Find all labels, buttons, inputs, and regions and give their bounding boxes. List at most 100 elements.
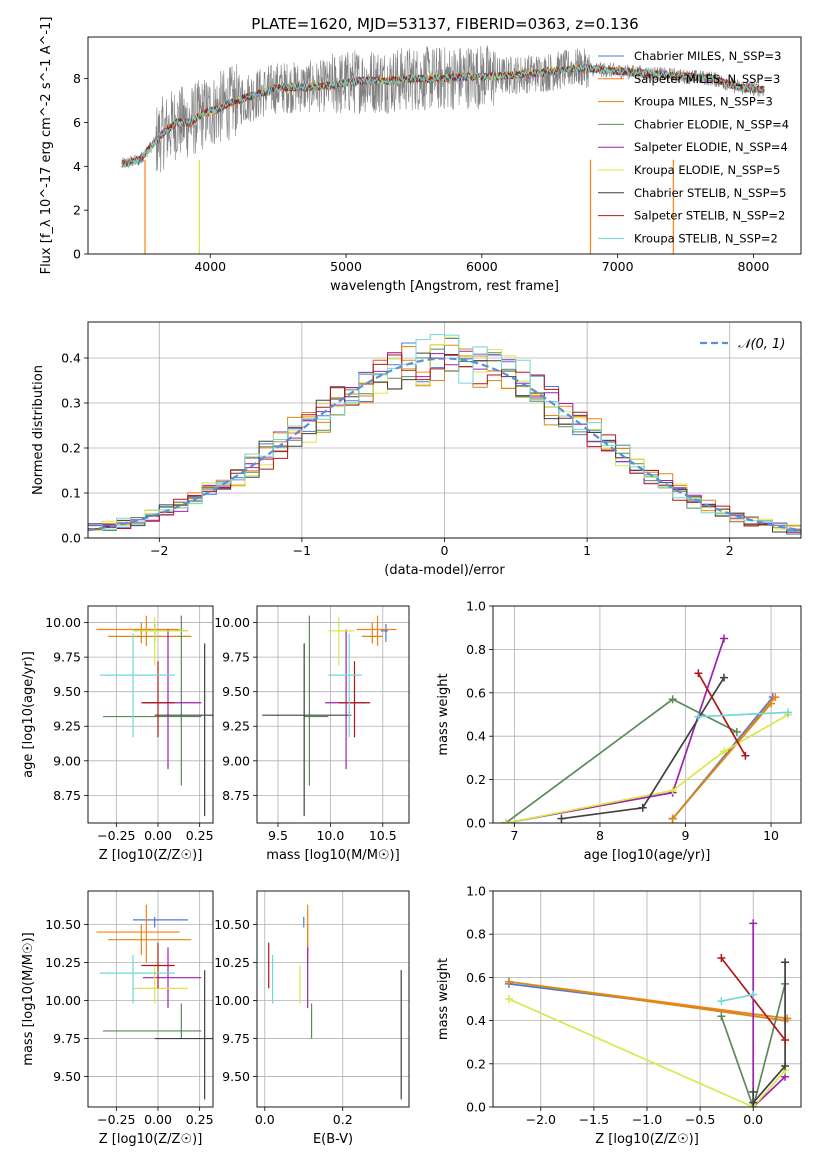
x-axis-label: E(B-V)	[313, 1132, 353, 1147]
y-tick-label: 0.0	[466, 816, 486, 831]
x-axis-label: age [log10(age/yr)]	[584, 848, 711, 863]
x-tick-label: 10.0	[316, 828, 344, 843]
x-tick-label: 2	[726, 543, 734, 558]
x-tick-label: −1.0	[632, 1112, 662, 1127]
x-tick-label: 9	[682, 828, 690, 843]
axes-frame	[256, 605, 410, 824]
y-tick-label: 9.50	[222, 684, 250, 699]
residual-histogram-step	[88, 354, 801, 530]
weight-line	[697, 672, 747, 757]
x-tick-label: −0.25	[97, 1112, 135, 1127]
plot-area	[268, 904, 402, 1100]
weight-marker	[771, 693, 780, 702]
axes-frame	[87, 36, 802, 255]
residual-histogram-step	[88, 337, 801, 531]
axes-frame	[87, 321, 802, 539]
y-tick-label: 8.75	[53, 788, 81, 803]
weight-line	[721, 993, 754, 1003]
y-axis-label: age [log10(age/yr)]	[21, 651, 36, 778]
x-tick-label: −1	[293, 543, 311, 558]
legend-label: Salpeter MILES, N_SSP=3	[634, 72, 780, 86]
weight-marker	[668, 814, 677, 823]
weight-marker	[749, 919, 758, 928]
x-tick-label: 1	[583, 543, 591, 558]
plot-area	[501, 634, 793, 823]
weight-line	[508, 980, 786, 1022]
y-tick-label: 0.2	[61, 441, 81, 456]
plot-area	[96, 904, 213, 1100]
weight-marker	[732, 727, 741, 736]
weight-vs-metallicity-plot: −2.0 −1.5 −1.0 −0.5 0.0 0.0 0.2 0.4 0.6 0.8 1.0 Z […	[436, 884, 802, 1147]
weight-line	[505, 713, 789, 823]
y-tick-label: 0.6	[466, 685, 486, 700]
y-tick-label: 10.00	[214, 993, 250, 1008]
legend-label: 𝒩(0, 1)	[738, 337, 785, 352]
x-axis-label: wavelength [Angstrom, rest frame]	[330, 279, 559, 294]
x-tick-label: 0.25	[186, 828, 214, 843]
x-tick-label: −0.5	[685, 1112, 715, 1127]
plot-area	[504, 919, 792, 1107]
x-tick-label: 10	[763, 828, 779, 843]
weight-marker	[504, 995, 513, 1003]
legend-label: Salpeter ELODIE, N_SSP=4	[634, 140, 788, 154]
x-axis-label: Z [log10(Z/Z☉)]	[99, 1132, 203, 1147]
y-tick-label: 0.2	[466, 1056, 486, 1071]
x-tick-label: 7	[510, 828, 518, 843]
weight-marker	[749, 990, 758, 999]
axes-frame	[492, 605, 802, 824]
y-tick-label: 9.25	[222, 719, 250, 734]
y-tick-label: 9.75	[222, 1031, 250, 1046]
legend-label: Salpeter STELIB, N_SSP=2	[634, 209, 785, 223]
y-axis-label: mass weight	[436, 673, 451, 755]
mass-vs-ebv-plot: 0.0 0.2 9.50 9.75 10.00 10.25 10.50 E(B-V)	[214, 890, 410, 1147]
x-tick-label: 0.00	[144, 1112, 172, 1127]
y-tick-label: 10.50	[214, 917, 250, 932]
weight-marker	[784, 708, 793, 717]
y-tick-label: 10.50	[45, 917, 81, 932]
x-tick-label: 7000	[602, 259, 634, 274]
y-tick-label: 9.00	[222, 753, 250, 768]
y-tick-label: 6	[73, 115, 81, 130]
x-tick-label: 0.0	[743, 1112, 763, 1127]
y-tick-label: 0.0	[466, 1100, 486, 1115]
weight-marker	[557, 814, 566, 823]
model-spectrum-line	[121, 63, 765, 168]
weight-marker	[720, 747, 728, 756]
weight-marker	[717, 1012, 726, 1021]
y-tick-label: 0.4	[466, 1013, 486, 1028]
x-axis-label: Z [log10(Z/Z☉)]	[99, 848, 203, 863]
y-tick-label: 4	[73, 159, 81, 174]
y-tick-label: 1.0	[466, 884, 486, 899]
legend-label: Kroupa ELODIE, N_SSP=5	[634, 163, 780, 177]
x-tick-label: 0.00	[144, 828, 172, 843]
weight-marker	[720, 673, 728, 682]
residual-histogram-step	[88, 334, 801, 531]
x-axis-label: (data-model)/error	[384, 563, 505, 578]
y-axis-label: mass [log10(M/M☉)]	[21, 932, 36, 1065]
weight-marker	[668, 786, 677, 795]
spectrum-plot: 4000 5000 6000 7000 8000 0 2 4 6 8 wavelength [Ang…	[39, 17, 802, 294]
y-tick-label: 10.00	[45, 993, 81, 1008]
residual-plot: −2 −1 0 1 2 0.0 0.1 0.2 0.3 0.4 (data-model)/error…	[31, 321, 802, 578]
model-spectrum-line	[121, 63, 765, 168]
weight-marker	[781, 958, 790, 967]
weight-line	[508, 998, 786, 1107]
x-tick-label: 0.2	[333, 1112, 353, 1127]
axes-frame	[492, 890, 802, 1108]
y-tick-label: 9.75	[222, 650, 250, 665]
weight-line	[720, 983, 786, 1107]
weight-line	[698, 711, 789, 718]
weight-marker	[741, 751, 750, 760]
y-tick-label: 10.25	[214, 955, 250, 970]
plot-area	[262, 615, 397, 817]
weight-marker	[504, 977, 513, 986]
y-axis-label: Flux [f_λ 10^-17 erg cm^-2 s^-1 A^-1]	[39, 17, 54, 275]
x-tick-label: −0.25	[97, 828, 135, 843]
y-tick-label: 0.2	[466, 772, 486, 787]
legend-label: Chabrier ELODIE, N_SSP=4	[634, 117, 789, 131]
weight-marker	[749, 1098, 758, 1107]
y-tick-label: 0.0	[61, 531, 81, 546]
weight-marker	[749, 1087, 758, 1096]
y-tick-label: 9.00	[53, 753, 81, 768]
x-axis-label: mass [log10(M/M☉)]	[266, 848, 399, 863]
